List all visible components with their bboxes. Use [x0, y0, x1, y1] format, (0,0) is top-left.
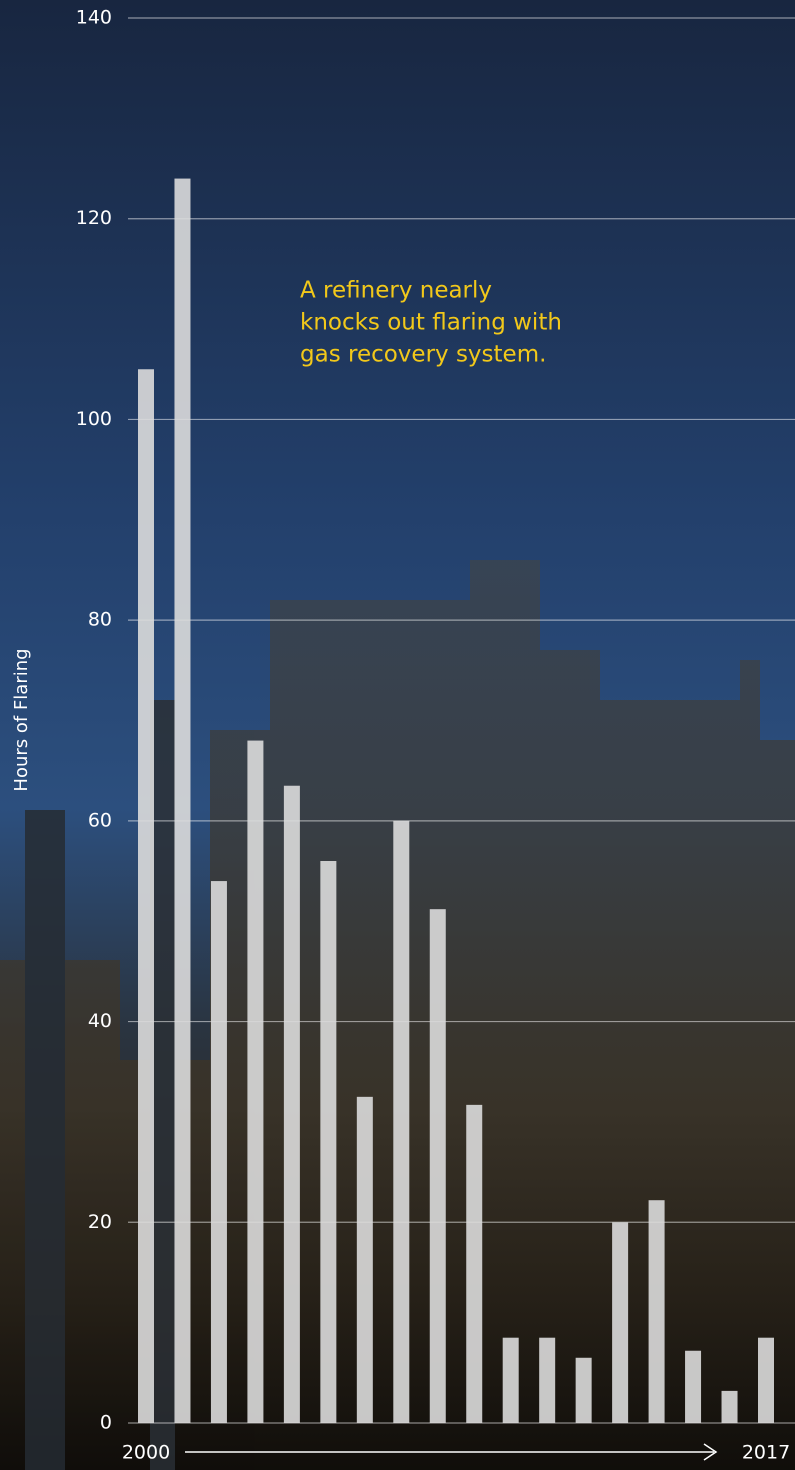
- bar: [429, 909, 446, 1423]
- y-tick-label: 100: [76, 408, 112, 430]
- bar: [758, 1337, 774, 1423]
- y-axis-label: Hours of Flaring: [11, 648, 32, 791]
- bar: [356, 1096, 373, 1423]
- bar: [210, 881, 227, 1423]
- bar: [138, 369, 154, 1423]
- annotation-line: A refinery nearly: [300, 278, 492, 304]
- annotation-line: gas recovery system.: [300, 342, 546, 368]
- bar: [247, 740, 264, 1423]
- y-tick-label: 20: [88, 1211, 112, 1233]
- y-tick-label: 80: [88, 609, 112, 631]
- bar: [174, 178, 191, 1424]
- bar: [502, 1337, 519, 1423]
- bar: [539, 1337, 556, 1423]
- bar: [575, 1357, 592, 1423]
- bar: [721, 1390, 738, 1423]
- y-tick-label: 120: [76, 207, 112, 229]
- bar: [283, 785, 300, 1423]
- bar: [648, 1200, 665, 1423]
- bar: [612, 1222, 629, 1423]
- y-tick-label: 60: [88, 809, 112, 831]
- annotation: A refinery nearly knocks out flaring with…: [300, 278, 562, 368]
- annotation-line: knocks out flaring with: [300, 310, 562, 336]
- bar: [685, 1350, 702, 1423]
- arrow-head: [703, 1443, 718, 1461]
- y-tick-label: 140: [76, 7, 112, 29]
- y-tick-label: 40: [88, 1010, 112, 1032]
- y-tick-label: 0: [100, 1412, 112, 1434]
- x-tick-label: 2000: [122, 1442, 170, 1464]
- bar: [320, 861, 337, 1423]
- bar: [466, 1104, 483, 1423]
- bar: [393, 820, 410, 1423]
- x-tick-label: 2017: [742, 1442, 790, 1464]
